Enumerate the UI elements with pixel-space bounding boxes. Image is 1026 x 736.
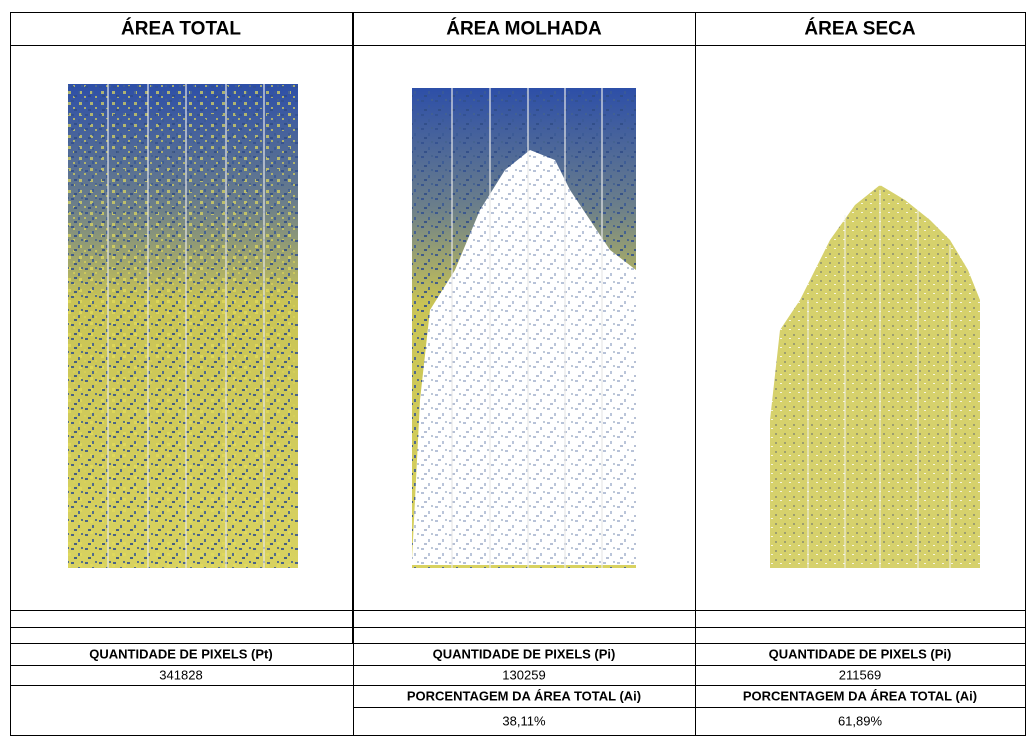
image-dry: [770, 185, 980, 568]
pixels-value: 130259: [502, 668, 545, 683]
pixels-label: QUANTIDADE DE PIXELS (Pt): [89, 647, 272, 662]
table: ÁREA TOTAL ÁREA MOLHADA ÁREA SECA QUANTI…: [0, 0, 1026, 736]
pixels-value: 211569: [839, 668, 881, 683]
pixels-label: QUANTIDADE DE PIXELS (Pi): [769, 647, 952, 662]
column-title: ÁREA MOLHADA: [446, 18, 602, 40]
percent-label: PORCENTAGEM DA ÁREA TOTAL (Ai): [743, 689, 977, 704]
image-total: [68, 84, 298, 568]
percent-value: 61,89%: [838, 714, 883, 729]
page: ÁREA TOTAL ÁREA MOLHADA ÁREA SECA QUANTI…: [0, 0, 1026, 736]
percent-label: PORCENTAGEM DA ÁREA TOTAL (Ai): [407, 689, 641, 704]
column-title: ÁREA TOTAL: [121, 18, 241, 40]
percent-value: 38,11%: [502, 714, 546, 729]
column-title: ÁREA SECA: [804, 18, 915, 40]
pixels-value: 341828: [159, 668, 202, 683]
image-wet: [412, 88, 636, 568]
pixels-label: QUANTIDADE DE PIXELS (Pi): [433, 647, 616, 662]
